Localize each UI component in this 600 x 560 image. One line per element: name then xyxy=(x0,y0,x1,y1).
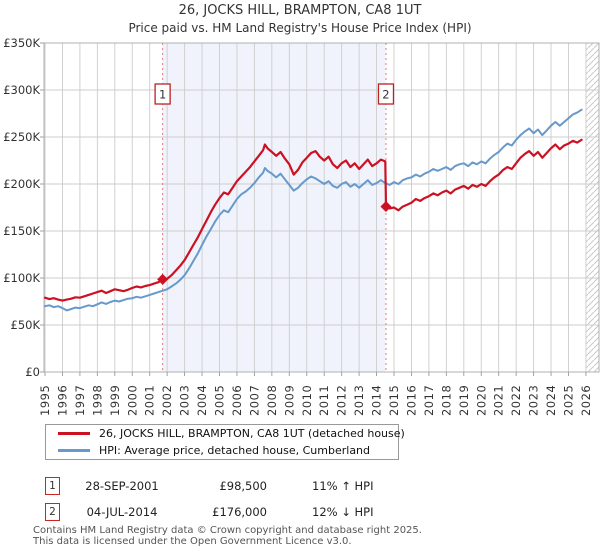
x-tick-label: 2009 xyxy=(282,385,296,416)
x-tick-label: 2016 xyxy=(404,385,418,416)
x-tick-label: 1997 xyxy=(73,385,87,416)
chart-legend: 26, JOCKS HILL, BRAMPTON, CA8 1UT (detac… xyxy=(45,424,405,460)
annotation-badge-label-2: 2 xyxy=(382,88,389,102)
x-tick-label: 2017 xyxy=(422,385,436,416)
footer-line-1: Contains HM Land Registry data © Crown c… xyxy=(33,525,422,536)
legend-item-property: 26, JOCKS HILL, BRAMPTON, CA8 1UT (detac… xyxy=(46,427,405,441)
sale-marker-diamond-1 xyxy=(157,273,169,285)
x-tick-label: 2010 xyxy=(300,385,314,416)
x-tick-label: 2000 xyxy=(125,385,139,416)
y-tick-label: £350K xyxy=(3,36,40,50)
x-tick-label: 2023 xyxy=(527,385,541,416)
x-tick-label: 2026 xyxy=(579,385,593,416)
x-tick-label: 1995 xyxy=(38,385,52,416)
transaction-2-badge: 2 xyxy=(45,503,60,521)
y-tick-label: £150K xyxy=(3,224,40,238)
transaction-row-1: 1 28-SEP-2001 £98,500 11% ↑ HPI xyxy=(0,477,600,497)
property-series-line xyxy=(43,138,583,302)
x-tick-label: 2007 xyxy=(247,385,261,416)
license-footer: Contains HM Land Registry data © Crown c… xyxy=(33,525,422,547)
x-tick-label: 2022 xyxy=(509,385,523,416)
x-tick-label: 2001 xyxy=(143,385,157,416)
transaction-1-badge: 1 xyxy=(45,477,60,495)
page-title: 26, JOCKS HILL, BRAMPTON, CA8 1UT xyxy=(178,3,422,18)
legend-label-property: 26, JOCKS HILL, BRAMPTON, CA8 1UT (detac… xyxy=(99,427,405,440)
x-tick-label: 1998 xyxy=(90,385,104,416)
legend-label-hpi: HPI: Average price, detached house, Cumb… xyxy=(99,444,371,457)
transaction-2-price: £176,000 xyxy=(212,505,267,519)
annotation-badge-label-1: 1 xyxy=(159,88,166,102)
annotation-badge-1 xyxy=(154,83,171,105)
x-tick-label: 2014 xyxy=(370,385,384,416)
sale-marker-diamond-2 xyxy=(380,201,392,213)
future-hatch-region xyxy=(585,43,599,372)
footer-line-2: This data is licensed under the Open Gov… xyxy=(33,535,352,547)
x-tick-label: 2024 xyxy=(544,385,558,416)
x-tick-label: 2004 xyxy=(195,385,209,416)
x-tick-label: 2013 xyxy=(352,385,366,416)
x-tick-label: 2012 xyxy=(335,385,349,416)
transaction-1-hpi-delta: 11% ↑ HPI xyxy=(312,479,374,493)
hpi-series-line xyxy=(44,108,583,312)
plot-frame xyxy=(43,42,600,373)
property-line-swatch xyxy=(58,432,90,435)
y-tick-label: £200K xyxy=(3,177,40,191)
y-tick-label: £50K xyxy=(11,318,41,332)
transaction-2-date: 04-JUL-2014 xyxy=(86,505,158,519)
y-tick-label: £300K xyxy=(3,83,40,97)
x-tick-label: 2003 xyxy=(178,385,192,416)
x-tick-label: 1996 xyxy=(55,385,69,416)
x-tick-label: 2018 xyxy=(439,385,453,416)
price-history-chart: 1995 1996 1997 1998 1999 2000 2001 2002 2003 2004… xyxy=(3,36,600,416)
x-tick-label: 2020 xyxy=(474,385,488,416)
x-tick-label: 2015 xyxy=(387,385,401,416)
x-tick-label: 2025 xyxy=(562,385,576,416)
transaction-1-price: £98,500 xyxy=(219,479,267,493)
x-tick-label: 2002 xyxy=(160,385,174,416)
legend-item-hpi: HPI: Average price, detached house, Cumb… xyxy=(46,444,398,458)
annotation-badge-2 xyxy=(377,83,395,105)
page-subtitle: Price paid vs. HM Land Registry's House … xyxy=(128,21,472,35)
y-tick-label: £0 xyxy=(25,365,40,379)
x-tick-label: 2011 xyxy=(317,385,331,416)
hpi-line-swatch xyxy=(58,449,90,452)
x-tick-label: 2008 xyxy=(265,385,279,416)
transaction-1-date: 28-SEP-2001 xyxy=(85,479,159,493)
x-tick-label: 2006 xyxy=(230,385,244,416)
x-tick-label: 2019 xyxy=(457,385,471,416)
ownership-shaded-region xyxy=(162,43,386,372)
transaction-2-hpi-delta: 12% ↓ HPI xyxy=(312,505,374,519)
x-tick-label: 2005 xyxy=(213,385,227,416)
x-tick-label: 1999 xyxy=(108,385,122,416)
y-tick-label: £250K xyxy=(3,130,40,144)
x-tick-label: 2021 xyxy=(492,385,506,416)
y-tick-label: £100K xyxy=(3,271,40,285)
transaction-row-2: 2 04-JUL-2014 £176,000 12% ↓ HPI xyxy=(0,503,600,523)
